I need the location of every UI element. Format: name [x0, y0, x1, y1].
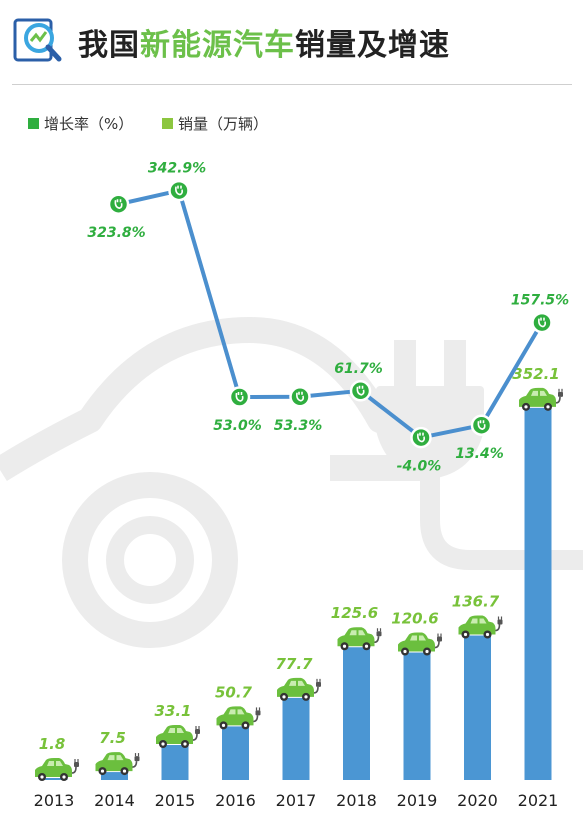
- bars-layer: 1.8 7.5 33.1 50.7 77.7 125.6 120.6 136.7 352.1: [34, 365, 564, 782]
- title-divider: [12, 84, 572, 85]
- sales-label-2015: 33.1: [154, 702, 191, 720]
- rate-label-2017: 53.3%: [274, 418, 323, 434]
- rate-label-2020: 13.4%: [455, 446, 504, 462]
- x-axis: 2013 2014 2015 2016 2017 2018 2019 2020 2021: [34, 791, 559, 810]
- sales-label-2020: 136.7: [452, 593, 500, 611]
- car-icon: [94, 751, 141, 776]
- plug-marker-icon: [289, 386, 311, 408]
- legend: 增长率（%） 销量（万辆）: [28, 115, 268, 133]
- car-icon: [336, 626, 383, 652]
- x-tick-2019: 2019: [397, 791, 438, 810]
- plug-marker-icon: [349, 380, 372, 402]
- rate-label-2015: 342.9%: [148, 161, 206, 177]
- sales-label-2021: 352.1: [512, 365, 559, 383]
- sales-bar-2017: [282, 697, 310, 780]
- sales-bar-2016: [222, 726, 249, 780]
- plug-marker-icon: [228, 386, 251, 408]
- x-tick-2013: 2013: [34, 791, 75, 810]
- x-tick-2017: 2017: [276, 791, 317, 810]
- car-icon: [34, 757, 80, 782]
- sales-bar-2014: [101, 772, 128, 780]
- sales-label-2018: 125.6: [331, 604, 378, 622]
- car-icon: [518, 387, 564, 412]
- rate-label-2019: -4.0%: [397, 459, 442, 475]
- x-tick-2020: 2020: [457, 791, 498, 810]
- sales-label-2019: 120.6: [391, 610, 438, 628]
- legend-label-rate: 增长率（%）: [44, 115, 133, 133]
- car-icon: [276, 677, 322, 702]
- sales-bar-2015: [161, 745, 189, 780]
- car-icon: [155, 724, 201, 749]
- rate-label-2018: 61.7%: [334, 361, 383, 377]
- rate-label-2016: 53.0%: [213, 418, 262, 434]
- x-tick-2015: 2015: [155, 791, 196, 810]
- car-icon: [215, 705, 262, 731]
- x-tick-2014: 2014: [94, 791, 135, 810]
- car-watermark-icon: [0, 317, 583, 648]
- rate-label-2021: 157.5%: [511, 293, 569, 309]
- car-icon: [397, 631, 443, 657]
- x-tick-2018: 2018: [336, 791, 377, 810]
- sales-bar-2013: [40, 778, 68, 780]
- plug-marker-icon: [107, 193, 130, 215]
- legend-label-sales: 销量（万辆）: [178, 115, 268, 133]
- title-part-1: 我国: [78, 28, 140, 63]
- x-tick-2016: 2016: [215, 791, 256, 810]
- x-tick-2021: 2021: [518, 791, 559, 810]
- chart-magnifier-logo-icon: [13, 18, 62, 62]
- sales-bar-2019: [403, 652, 431, 780]
- plug-marker-icon: [410, 426, 432, 449]
- title-part-2: 新能源汽车: [140, 28, 295, 63]
- sales-label-2014: 7.5: [99, 729, 126, 747]
- legend-swatch-sales: [162, 118, 173, 129]
- rate-label-2014: 323.8%: [87, 225, 145, 241]
- legend-swatch-rate: [28, 118, 39, 129]
- car-icon: [457, 614, 504, 640]
- sales-label-2017: 77.7: [275, 655, 313, 673]
- line-layer: 323.8% 342.9% 53.0% 53.3% 61.7% -4.0% 13.4% 157…: [87, 161, 569, 475]
- sales-label-2013: 1.8: [39, 735, 66, 753]
- sales-bar-2018: [343, 647, 370, 780]
- plug-marker-icon: [470, 414, 493, 436]
- sales-bar-2020: [464, 635, 491, 780]
- plug-marker-icon: [168, 179, 190, 202]
- chart-title: 我国新能源汽车销量及增速: [78, 20, 450, 64]
- plug-marker-icon: [531, 311, 553, 334]
- sales-bar-2021: [524, 407, 552, 780]
- title-bar: 我国新能源汽车销量及增速: [0, 0, 583, 92]
- sales-label-2016: 50.7: [215, 683, 253, 701]
- title-part-3: 销量及增速: [295, 28, 450, 63]
